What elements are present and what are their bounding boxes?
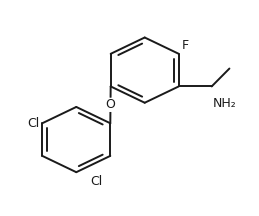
Text: F: F bbox=[182, 39, 189, 52]
Text: NH₂: NH₂ bbox=[213, 97, 237, 110]
Text: Cl: Cl bbox=[90, 175, 103, 188]
Text: Cl: Cl bbox=[27, 117, 39, 130]
Text: O: O bbox=[106, 98, 116, 111]
